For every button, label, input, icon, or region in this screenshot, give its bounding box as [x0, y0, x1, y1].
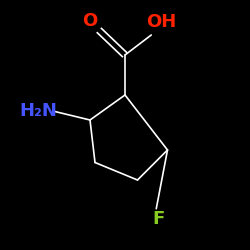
Text: O: O	[82, 12, 98, 30]
Text: OH: OH	[146, 13, 176, 31]
Text: H₂N: H₂N	[20, 102, 58, 120]
Text: F: F	[152, 210, 165, 228]
